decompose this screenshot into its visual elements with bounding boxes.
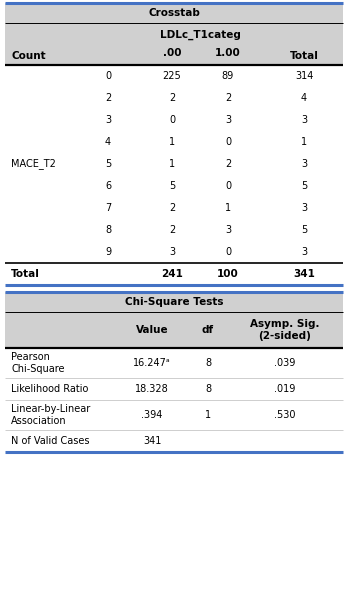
Text: Crosstab: Crosstab bbox=[148, 8, 200, 18]
Bar bbox=[5, 109, 343, 131]
Text: 2: 2 bbox=[169, 203, 175, 213]
Text: Linear-by-Linear
Association: Linear-by-Linear Association bbox=[11, 404, 90, 426]
Text: 3: 3 bbox=[169, 247, 175, 257]
Text: 1: 1 bbox=[205, 410, 211, 420]
Text: 314: 314 bbox=[295, 71, 313, 81]
Text: 3: 3 bbox=[225, 115, 231, 125]
Text: .394: .394 bbox=[141, 410, 163, 420]
Text: 0: 0 bbox=[105, 71, 111, 81]
Text: 7: 7 bbox=[105, 203, 111, 213]
Text: Count: Count bbox=[11, 51, 46, 61]
Bar bbox=[5, 312, 343, 348]
Text: MACE_T2: MACE_T2 bbox=[11, 158, 56, 169]
Text: 5: 5 bbox=[105, 159, 111, 169]
Bar bbox=[5, 263, 343, 285]
Text: 1: 1 bbox=[169, 159, 175, 169]
Text: 3: 3 bbox=[301, 247, 307, 257]
Text: 8: 8 bbox=[105, 225, 111, 235]
Text: 1: 1 bbox=[169, 137, 175, 147]
Text: Total: Total bbox=[11, 269, 40, 279]
Text: .019: .019 bbox=[274, 384, 296, 394]
Text: 0: 0 bbox=[225, 137, 231, 147]
Bar bbox=[5, 430, 343, 452]
Text: 6: 6 bbox=[105, 181, 111, 191]
Text: Pearson
Chi-Square: Pearson Chi-Square bbox=[11, 352, 64, 374]
Text: 4: 4 bbox=[105, 137, 111, 147]
Text: 9: 9 bbox=[105, 247, 111, 257]
Text: Chi-Square Tests: Chi-Square Tests bbox=[125, 297, 223, 307]
Text: 341: 341 bbox=[293, 269, 315, 279]
Text: .00: .00 bbox=[163, 48, 181, 58]
Bar bbox=[5, 131, 343, 153]
Text: 5: 5 bbox=[301, 181, 307, 191]
Text: 100: 100 bbox=[217, 269, 239, 279]
Bar bbox=[5, 197, 343, 219]
Text: 18.328: 18.328 bbox=[135, 384, 169, 394]
Text: df: df bbox=[202, 325, 214, 335]
Bar bbox=[5, 292, 343, 312]
Text: LDLc_T1categ: LDLc_T1categ bbox=[160, 29, 240, 40]
Text: 3: 3 bbox=[225, 225, 231, 235]
Text: 341: 341 bbox=[143, 436, 161, 446]
Text: 8: 8 bbox=[205, 358, 211, 368]
Text: 1: 1 bbox=[301, 137, 307, 147]
Text: 0: 0 bbox=[225, 181, 231, 191]
Text: 0: 0 bbox=[169, 115, 175, 125]
Text: 3: 3 bbox=[301, 203, 307, 213]
Text: 2: 2 bbox=[225, 93, 231, 103]
Text: 0: 0 bbox=[225, 247, 231, 257]
Text: 8: 8 bbox=[205, 384, 211, 394]
Text: 241: 241 bbox=[161, 269, 183, 279]
Text: Asymp. Sig.
(2-sided): Asymp. Sig. (2-sided) bbox=[250, 318, 320, 342]
Text: 16.247ᵃ: 16.247ᵃ bbox=[133, 358, 171, 368]
Text: 4: 4 bbox=[301, 93, 307, 103]
Text: 2: 2 bbox=[105, 93, 111, 103]
Text: 3: 3 bbox=[301, 159, 307, 169]
Text: Value: Value bbox=[136, 325, 168, 335]
Bar bbox=[5, 175, 343, 197]
Bar bbox=[5, 378, 343, 400]
Text: 2: 2 bbox=[169, 225, 175, 235]
Text: Total: Total bbox=[290, 51, 318, 61]
Text: .530: .530 bbox=[274, 410, 296, 420]
Text: .039: .039 bbox=[274, 358, 296, 368]
Text: N of Valid Cases: N of Valid Cases bbox=[11, 436, 89, 446]
Bar bbox=[5, 348, 343, 378]
Text: 3: 3 bbox=[105, 115, 111, 125]
Bar bbox=[5, 241, 343, 263]
Text: Likelihood Ratio: Likelihood Ratio bbox=[11, 384, 88, 394]
Bar bbox=[5, 400, 343, 430]
Text: 2: 2 bbox=[169, 93, 175, 103]
Text: 225: 225 bbox=[163, 71, 181, 81]
Bar bbox=[5, 153, 343, 175]
Bar bbox=[5, 87, 343, 109]
Text: 89: 89 bbox=[222, 71, 234, 81]
Text: 1.00: 1.00 bbox=[215, 48, 241, 58]
Text: 5: 5 bbox=[301, 225, 307, 235]
Bar bbox=[5, 3, 343, 23]
Bar bbox=[5, 219, 343, 241]
Text: 3: 3 bbox=[301, 115, 307, 125]
Text: 5: 5 bbox=[169, 181, 175, 191]
Text: 1: 1 bbox=[225, 203, 231, 213]
Bar bbox=[5, 23, 343, 65]
Bar bbox=[5, 65, 343, 87]
Text: 2: 2 bbox=[225, 159, 231, 169]
